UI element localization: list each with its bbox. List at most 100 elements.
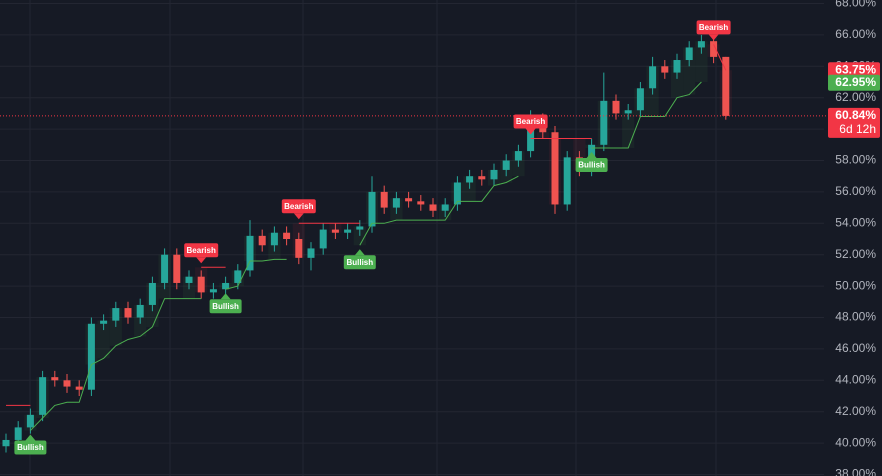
- signal-badge: Bearish: [696, 20, 731, 41]
- candle-body: [624, 110, 632, 114]
- candle-body: [600, 100, 608, 145]
- badge-label: Bearish: [284, 202, 313, 211]
- candle-body: [380, 191, 388, 208]
- supertrend-down: [6, 44, 727, 406]
- candle-body: [185, 276, 193, 283]
- candle-body: [551, 132, 559, 205]
- badge-box: [575, 157, 608, 172]
- y-tick-label: 66.00%: [835, 27, 876, 41]
- candle-body: [405, 198, 413, 202]
- candle-body: [466, 176, 474, 183]
- y-tick-label: 62.00%: [835, 90, 876, 104]
- candle-body: [246, 235, 254, 271]
- y-tick-label: 50.00%: [835, 278, 876, 292]
- trend-fill: [97, 320, 110, 359]
- badge-box: [184, 243, 219, 258]
- candle-body: [161, 254, 169, 283]
- y-tick-label: 68.00%: [835, 0, 876, 10]
- candle-body: [234, 270, 242, 283]
- badge-label: Bullish: [212, 302, 239, 311]
- candle-body: [685, 47, 693, 61]
- candle-body: [368, 191, 376, 227]
- signal-badge: Bullish: [343, 249, 376, 270]
- candle-body: [75, 386, 83, 390]
- y-tick-label: 38.00%: [835, 467, 876, 476]
- candle-body: [344, 229, 352, 233]
- signal-badge: Bullish: [14, 434, 47, 455]
- badge-label: Bullish: [578, 161, 605, 170]
- badge-label: Bearish: [187, 246, 216, 255]
- badge-pointer: [708, 34, 719, 41]
- candle-body: [673, 60, 681, 73]
- candle-body: [612, 100, 620, 114]
- supertrend-up: [30, 81, 702, 431]
- candle-body: [173, 254, 181, 283]
- countdown: 6d 12h: [839, 122, 876, 136]
- y-tick-label: 56.00%: [835, 184, 876, 198]
- candle-body: [39, 377, 47, 415]
- candle-body: [441, 204, 449, 211]
- y-tick-label: 58.00%: [835, 153, 876, 167]
- candle-body: [319, 229, 327, 249]
- price-label: 62.95%: [835, 75, 876, 89]
- candle-body: [209, 289, 217, 293]
- candle-body: [295, 239, 303, 258]
- candle-body: [429, 204, 437, 211]
- y-tick-label: 54.00%: [835, 215, 876, 229]
- candle-body: [417, 201, 425, 205]
- price-label: 60.84%: [835, 108, 876, 122]
- price-label-box: [828, 74, 880, 91]
- candle-body: [197, 276, 205, 293]
- badge-pointer: [220, 293, 231, 300]
- price-label-box: [828, 62, 880, 79]
- signal-badge: Bullish: [209, 293, 242, 314]
- badge-label: Bullish: [17, 443, 44, 452]
- badge-box: [696, 20, 731, 35]
- badge-box: [209, 299, 242, 314]
- candle-body: [222, 282, 230, 290]
- candle-body: [722, 56, 730, 116]
- candle-body: [136, 304, 144, 318]
- badge-pointer: [586, 151, 597, 158]
- candle-body: [63, 380, 71, 387]
- badge-pointer: [293, 213, 304, 220]
- signal-badge: Bullish: [575, 151, 608, 172]
- candle-body: [502, 160, 510, 170]
- candle-body: [514, 151, 522, 161]
- candle-body: [356, 226, 364, 230]
- time-grid: [29, 0, 717, 476]
- candle-body: [490, 169, 498, 180]
- candle-body: [478, 176, 486, 180]
- candle-body: [527, 119, 535, 152]
- y-tick-label: 48.00%: [835, 310, 876, 324]
- badge-label: Bullish: [346, 258, 373, 267]
- candle-body: [100, 320, 108, 324]
- trend-fill: [695, 41, 708, 82]
- candle-body: [14, 427, 22, 440]
- candle-body: [258, 235, 266, 246]
- candle-body: [710, 41, 718, 57]
- candle-body: [124, 308, 132, 318]
- candle-body: [697, 41, 705, 48]
- candle-body: [453, 182, 461, 205]
- candle-body: [270, 232, 278, 246]
- candle-body: [307, 248, 315, 258]
- y-tick-label: 42.00%: [835, 404, 876, 418]
- candle-body: [87, 323, 95, 390]
- candle-body: [661, 66, 669, 73]
- signal-badge: Bearish: [184, 243, 219, 264]
- candle-body: [563, 157, 571, 205]
- badge-label: Bearish: [516, 117, 545, 126]
- signal-badge: Bearish: [281, 199, 316, 220]
- candle-body: [26, 414, 34, 428]
- price-label-box: [828, 107, 880, 138]
- candle-body: [636, 88, 644, 111]
- y-tick-label: 46.00%: [835, 341, 876, 355]
- candle-body: [112, 308, 120, 321]
- trend-fill: [622, 110, 635, 148]
- price-label: 63.75%: [835, 62, 876, 76]
- y-tick-label: 52.00%: [835, 247, 876, 261]
- candle-body: [51, 377, 59, 381]
